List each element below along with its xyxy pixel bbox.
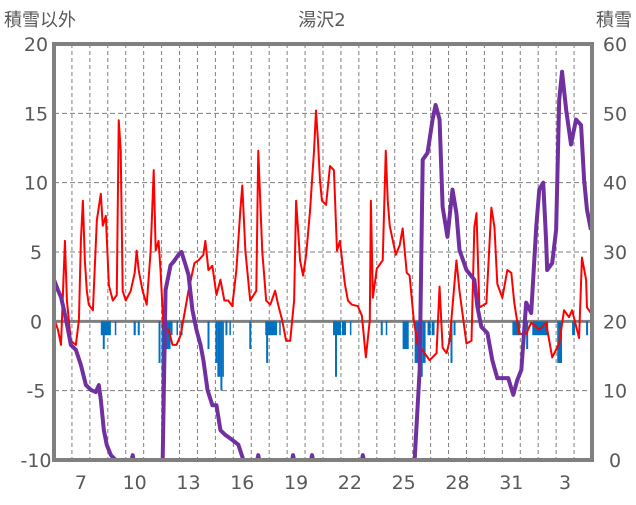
frame-border — [52, 42, 594, 462]
bar — [217, 321, 221, 377]
bar — [176, 321, 178, 336]
bar — [265, 321, 278, 336]
x-tick-label: 7 — [75, 472, 87, 494]
bar — [335, 321, 337, 377]
right-axis-title: 積雪 — [596, 10, 632, 31]
x-tick-label: 13 — [176, 472, 200, 494]
bar — [170, 321, 173, 336]
y-right-tick-label: 0 — [609, 450, 621, 472]
x-tick-label: 3 — [559, 472, 571, 494]
bar — [450, 321, 453, 363]
bar — [158, 321, 161, 363]
x-tick-label: 10 — [123, 472, 147, 494]
bar — [222, 321, 224, 377]
y-right-tick-label: 30 — [603, 242, 627, 264]
series-lines — [52, 69, 593, 462]
bar — [225, 321, 228, 336]
bar — [215, 321, 218, 363]
y-left-tick-label: 10 — [24, 173, 48, 195]
bar — [137, 321, 140, 336]
x-tick-label: 22 — [338, 472, 362, 494]
bar — [266, 321, 269, 363]
left-axis-title: 積雪以外 — [4, 10, 76, 31]
red-series-line — [53, 109, 592, 362]
chart-title: 湯沢2 — [298, 10, 345, 31]
bar — [220, 321, 223, 391]
bar — [100, 321, 111, 336]
y-left-tick-label: 5 — [30, 242, 42, 264]
bar — [102, 321, 105, 350]
y-right-tick-label: 20 — [603, 311, 627, 333]
bar — [380, 321, 383, 336]
bar — [431, 321, 435, 336]
bar — [385, 321, 388, 336]
bar — [133, 321, 136, 336]
y-left-tick-label: -10 — [20, 450, 51, 472]
bar — [279, 321, 281, 336]
bar — [427, 321, 431, 336]
x-tick-label: 31 — [499, 472, 523, 494]
bar — [526, 321, 529, 350]
bar — [402, 321, 409, 350]
y-right-tick-label: 40 — [603, 173, 627, 195]
plot-frame — [52, 42, 594, 462]
x-tick-label: 25 — [392, 472, 416, 494]
bar — [207, 321, 210, 350]
y-right-tick-label: 50 — [603, 103, 627, 125]
y-left-tick-label: 20 — [24, 34, 48, 56]
y-right-tick-label: 60 — [603, 34, 627, 56]
bar — [249, 321, 252, 350]
x-tick-label: 19 — [284, 472, 308, 494]
bar — [572, 321, 576, 336]
y-right-tick-label: 10 — [603, 381, 627, 403]
y-left-tick-label: 0 — [30, 311, 42, 333]
bar — [512, 321, 521, 336]
bar — [229, 321, 231, 336]
blue-bars — [100, 321, 589, 433]
bar — [114, 321, 117, 336]
bar — [165, 321, 171, 350]
y-left-tick-label: -5 — [27, 381, 46, 403]
bar — [342, 321, 346, 336]
bar — [586, 321, 589, 336]
bar — [422, 321, 426, 363]
x-tick-label: 16 — [230, 472, 254, 494]
y-left-tick-label: 15 — [24, 103, 48, 125]
bar — [453, 321, 456, 336]
bar — [349, 321, 352, 336]
x-tick-label: 28 — [445, 472, 469, 494]
gridlines — [54, 44, 592, 460]
